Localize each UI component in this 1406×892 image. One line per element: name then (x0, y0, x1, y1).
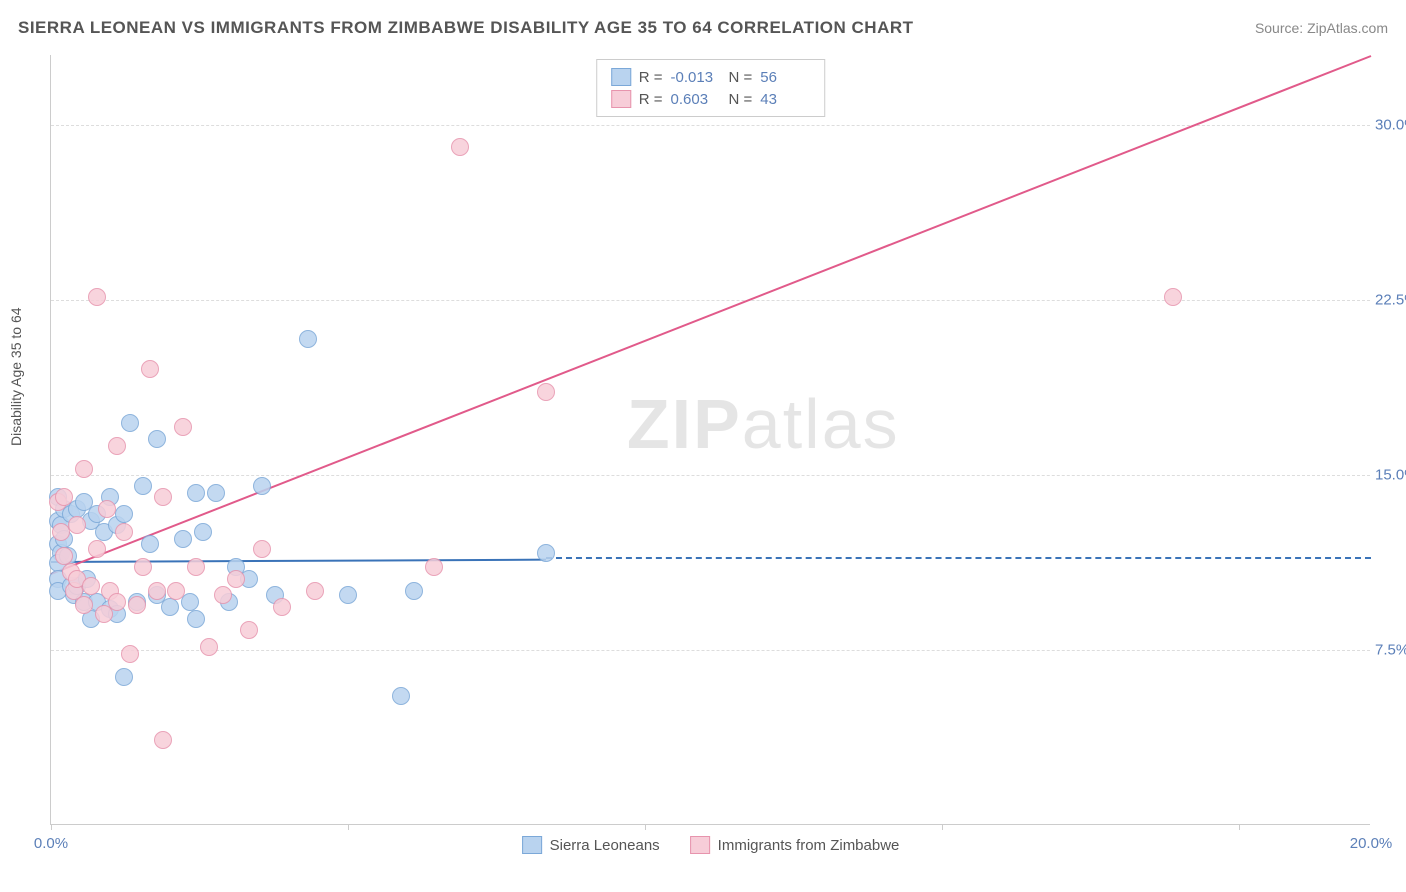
data-point (98, 500, 116, 518)
data-point (200, 638, 218, 656)
data-point (82, 577, 100, 595)
data-point (55, 547, 73, 565)
data-point (392, 687, 410, 705)
legend-bottom-swatch-1 (690, 836, 710, 854)
x-tick-label: 20.0% (1350, 835, 1393, 852)
data-point (88, 288, 106, 306)
data-point (154, 731, 172, 749)
data-point (253, 477, 271, 495)
legend-label-1: Immigrants from Zimbabwe (718, 837, 900, 854)
n-label: N = (729, 69, 753, 86)
data-point (214, 586, 232, 604)
scatter-chart: ZIPatlas R = -0.013 N = 56 R = 0.603 N =… (50, 55, 1370, 825)
data-point (299, 330, 317, 348)
data-point (227, 570, 245, 588)
source-attribution: Source: ZipAtlas.com (1255, 20, 1388, 36)
x-tickmark (348, 824, 349, 830)
trend-line (546, 557, 1371, 559)
data-point (115, 668, 133, 686)
r-value-0: -0.013 (671, 69, 721, 86)
data-point (115, 523, 133, 541)
y-tick-label: 22.5% (1375, 292, 1406, 309)
series-legend: Sierra Leoneans Immigrants from Zimbabwe (522, 836, 900, 854)
gridline-horizontal (51, 125, 1370, 126)
y-axis-label: Disability Age 35 to 64 (8, 307, 24, 446)
data-point (134, 477, 152, 495)
legend-label-0: Sierra Leoneans (550, 837, 660, 854)
data-point (148, 430, 166, 448)
x-tickmark (942, 824, 943, 830)
data-point (141, 360, 159, 378)
data-point (339, 586, 357, 604)
data-point (88, 540, 106, 558)
watermark: ZIPatlas (627, 384, 900, 464)
x-tickmark (51, 824, 52, 830)
data-point (451, 138, 469, 156)
data-point (108, 593, 126, 611)
data-point (1164, 288, 1182, 306)
data-point (52, 523, 70, 541)
data-point (306, 582, 324, 600)
correlation-legend: R = -0.013 N = 56 R = 0.603 N = 43 (596, 59, 826, 117)
legend-row-series-1: R = 0.603 N = 43 (611, 88, 811, 110)
r-value-1: 0.603 (671, 91, 721, 108)
data-point (537, 383, 555, 401)
data-point (187, 484, 205, 502)
legend-swatch-1 (611, 90, 631, 108)
data-point (240, 621, 258, 639)
y-tick-label: 7.5% (1375, 642, 1406, 659)
y-tick-label: 15.0% (1375, 467, 1406, 484)
gridline-horizontal (51, 475, 1370, 476)
data-point (134, 558, 152, 576)
legend-row-series-0: R = -0.013 N = 56 (611, 66, 811, 88)
data-point (207, 484, 225, 502)
data-point (161, 598, 179, 616)
data-point (55, 488, 73, 506)
n-value-0: 56 (760, 69, 810, 86)
n-value-1: 43 (760, 91, 810, 108)
data-point (187, 558, 205, 576)
data-point (425, 558, 443, 576)
n-label: N = (729, 91, 753, 108)
data-point (187, 610, 205, 628)
x-tickmark (1239, 824, 1240, 830)
data-point (115, 505, 133, 523)
legend-bottom-swatch-0 (522, 836, 542, 854)
data-point (121, 414, 139, 432)
data-point (148, 582, 166, 600)
legend-item-1: Immigrants from Zimbabwe (690, 836, 900, 854)
y-tick-label: 30.0% (1375, 117, 1406, 134)
trend-line (51, 559, 546, 563)
chart-title: SIERRA LEONEAN VS IMMIGRANTS FROM ZIMBAB… (18, 18, 914, 38)
data-point (537, 544, 555, 562)
data-point (128, 596, 146, 614)
data-point (154, 488, 172, 506)
data-point (194, 523, 212, 541)
trend-line (51, 55, 1372, 575)
r-label: R = (639, 91, 663, 108)
legend-swatch-0 (611, 68, 631, 86)
data-point (68, 516, 86, 534)
data-point (174, 418, 192, 436)
r-label: R = (639, 69, 663, 86)
data-point (273, 598, 291, 616)
data-point (167, 582, 185, 600)
gridline-horizontal (51, 650, 1370, 651)
data-point (108, 437, 126, 455)
x-tick-label: 0.0% (34, 835, 68, 852)
data-point (75, 596, 93, 614)
data-point (75, 460, 93, 478)
data-point (253, 540, 271, 558)
legend-item-0: Sierra Leoneans (522, 836, 660, 854)
data-point (141, 535, 159, 553)
data-point (405, 582, 423, 600)
x-tickmark (645, 824, 646, 830)
data-point (174, 530, 192, 548)
data-point (121, 645, 139, 663)
